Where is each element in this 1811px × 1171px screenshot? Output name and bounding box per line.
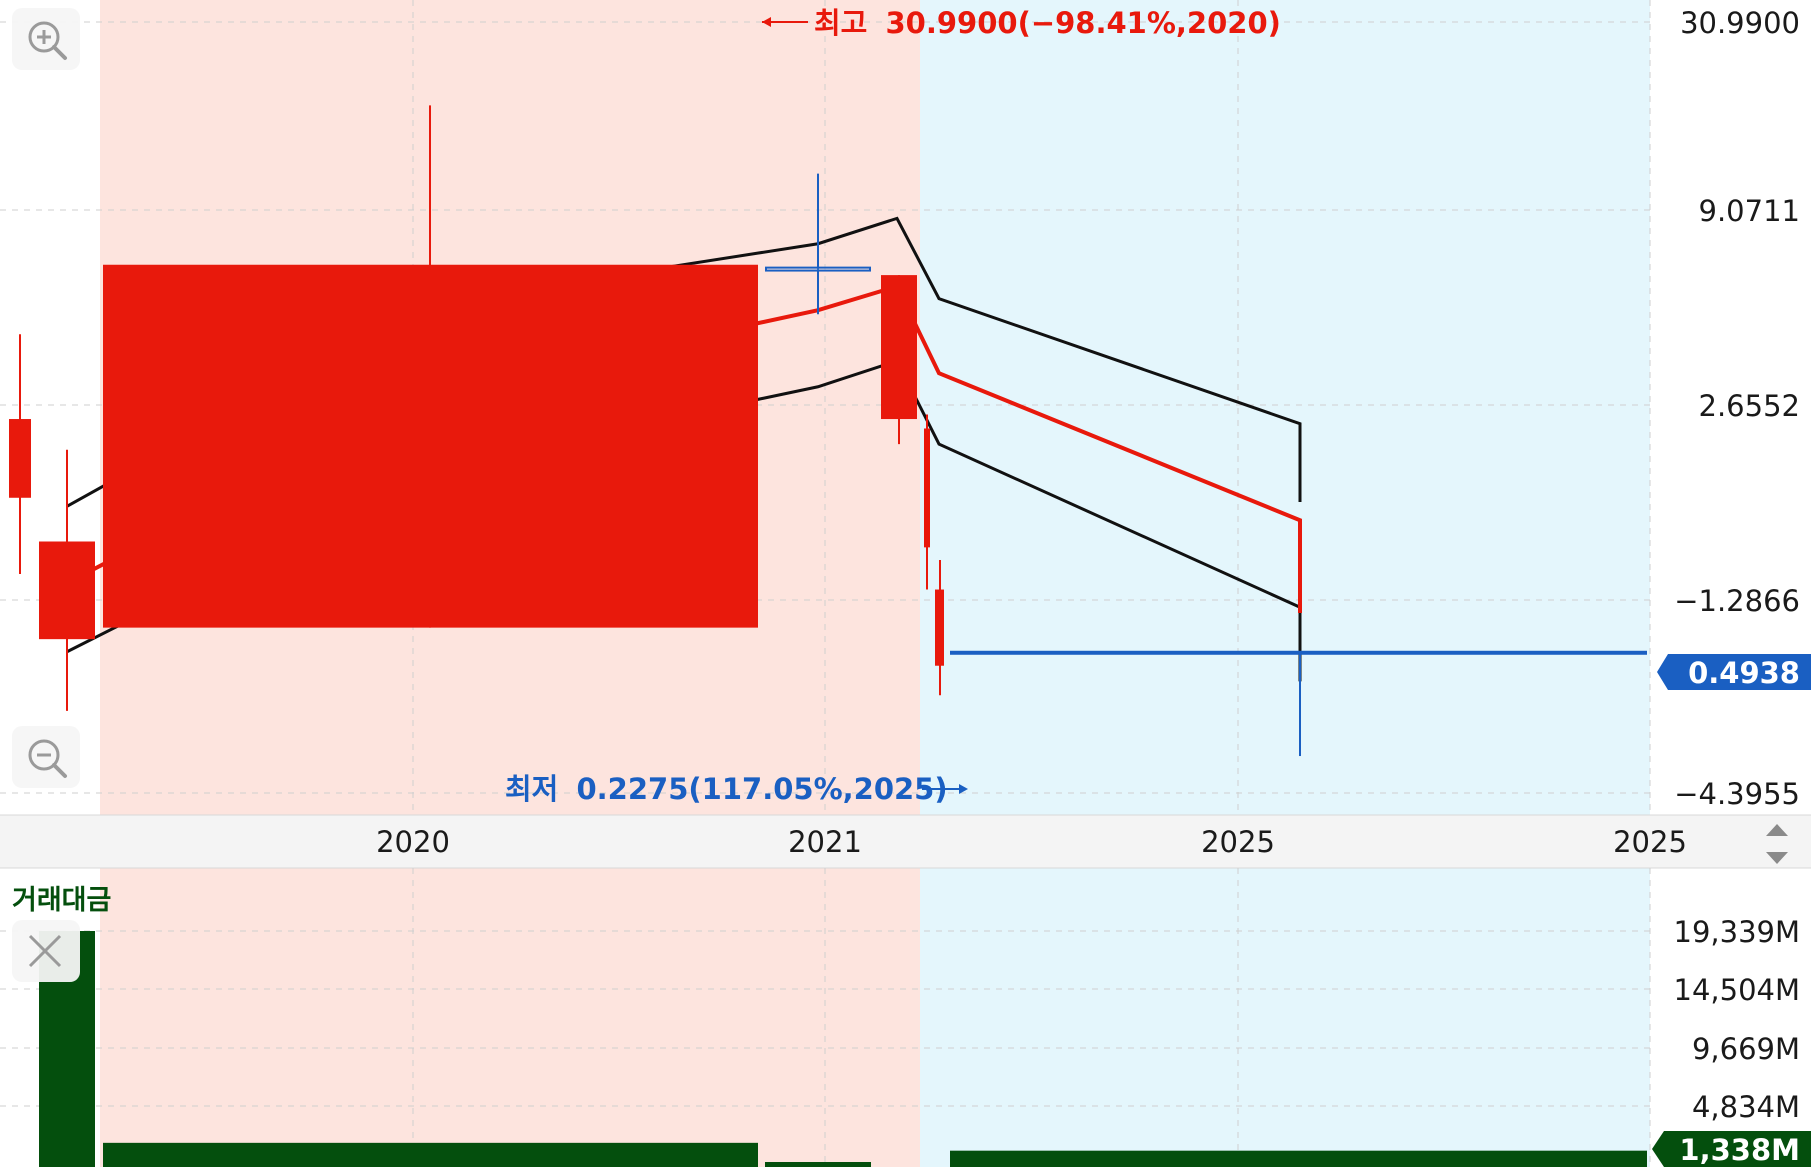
low-value: 0.2275 [576,772,688,806]
volume-tick-label: 14,504M [1674,973,1801,1007]
volume-highlight-past-region [100,868,920,1167]
time-tick-label: 2020 [376,825,450,859]
candles [9,105,1647,757]
zoom-in-button[interactable] [12,8,80,70]
time-axis-scroll-toggle[interactable] [1752,818,1802,870]
candle-up [881,275,917,445]
candle-body [103,264,758,628]
grid-lines [0,0,1651,1167]
time-axis-background [0,815,1811,868]
highlight-recent-region [920,0,1650,815]
candle-down [950,650,1647,757]
close-icon [28,934,62,968]
zoom-out-icon [28,739,67,778]
volume-tick-label: 9,669M [1692,1032,1800,1066]
volume-bar [765,1162,871,1167]
candle-body [935,589,944,666]
price-tick-label: −1.2866 [1674,584,1800,618]
axes: 30.9900 9.0711 2.6552 −1.2866 −4.3955 2020 202… [376,6,1800,1124]
svg-text:최저 0.2275(117.05%,20: 최저 0.2275(117.05%,2025) [505,772,948,806]
volume-tick-label: 4,834M [1692,1090,1800,1124]
current-volume-tag: 1,338M [1652,1131,1811,1167]
high-value: 30.9900 [885,6,1017,40]
candle-up [103,105,758,628]
zoom-in-icon [28,21,67,60]
current-price-label: 0.4938 [1688,656,1800,690]
time-tick-label: 2025 [1613,825,1687,859]
low-label: 최저 [505,772,558,806]
candle-down [765,173,871,315]
zoom-out-button[interactable] [12,726,80,788]
candle-body [9,419,31,498]
high-detail: (−98.41%,2020) [1018,6,1281,40]
volume-bar [950,1150,1647,1167]
price-tick-label: 2.6552 [1699,389,1800,423]
low-detail: (117.05%,2025) [688,772,947,806]
current-volume-label: 1,338M [1679,1133,1800,1167]
up-down-arrows-icon [1766,824,1788,864]
high-annotation: 최고 30.9900(−98.41%,2020) [762,6,1281,40]
time-tick-label: 2021 [788,825,862,859]
volume-bar [103,1142,758,1167]
high-label: 최고 [814,6,867,40]
volume-panel-title: 거래대금 [12,885,111,916]
candle-up [39,449,95,711]
volume-tick-label: 19,339M [1674,915,1801,949]
low-annotation: 최저 0.2275(117.05%,2025) [505,772,968,806]
candle-body [950,650,1647,655]
candle-body [924,428,930,548]
price-tick-label: 9.0711 [1699,194,1800,228]
annotations: 최고 30.9900(−98.41%,2020) 최저 0.2275(117.0… [505,6,1281,806]
price-tick-label: 30.9900 [1680,6,1800,40]
candle-body [765,266,871,272]
candle-body [39,541,95,640]
candle-up [935,560,944,696]
candle-body [881,275,917,420]
candle-up [9,334,31,574]
close-volume-panel-button[interactable] [12,920,80,982]
volume-axis-background [1650,868,1811,1167]
svg-text:최고 30.9900(−98.41%,2: 최고 30.9900(−98.41%,2020) [814,6,1281,40]
price-tick-label: −4.3955 [1674,777,1800,811]
current-price-tag: 0.4938 [1657,654,1811,690]
volume-highlight-recent-region [920,868,1650,1167]
candle-up [924,414,930,590]
time-tick-label: 2025 [1201,825,1275,859]
